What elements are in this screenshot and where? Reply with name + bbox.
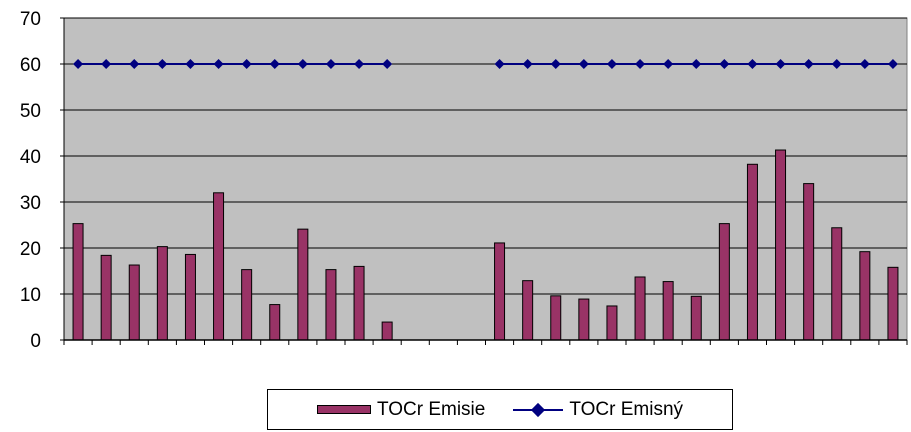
line-marker [213,59,224,69]
y-tick-labels: 0 10 20 30 40 50 60 70 [20,9,64,352]
line-marker [73,59,84,69]
y-tick-label: 30 [20,193,41,214]
line-series [73,59,898,69]
bar [297,228,309,341]
bar [606,305,618,341]
bar [662,281,674,341]
line-marker [691,59,702,69]
line-marker [719,59,730,69]
bar [381,321,393,341]
line-marker [831,59,842,69]
line-marker [101,59,112,69]
bar [325,269,337,341]
legend-item-bars: TOCr Emisie [316,398,486,421]
line-marker [550,59,561,69]
line-marker [859,59,870,69]
bar [522,280,534,341]
y-tick-label: 70 [20,9,41,30]
bar [859,251,871,341]
bar [578,298,590,341]
line-marker [325,59,336,69]
bar [746,163,758,341]
plot-area [63,17,908,341]
bar [72,223,84,341]
line-marker [606,59,617,69]
y-tick-label: 20 [20,239,41,260]
line-marker [354,59,365,69]
line-marker [185,59,196,69]
legend: TOCr Emisie TOCr Emisný [267,389,733,430]
bar [156,246,168,341]
legend-label-line: TOCr Emisný [569,398,684,420]
bar [634,276,646,341]
chart: 0 10 20 30 40 50 60 70 [20,9,908,352]
line-marker [747,59,758,69]
line-marker [382,59,393,69]
y-tick-label: 10 [20,285,41,306]
bar [184,253,196,341]
bar [100,254,112,341]
line-marker [522,59,533,69]
bar [213,192,225,341]
bar [831,227,843,341]
y-tick-label: 60 [20,55,41,76]
line-marker [578,59,589,69]
line-marker [297,59,308,69]
axes [63,18,908,345]
legend-line-swatch [513,403,564,417]
y-tick-label: 50 [20,101,41,122]
bar [353,265,365,341]
line-marker [129,59,140,69]
bar [241,269,253,341]
bar [887,266,899,341]
legend-item-line: TOCr Emisný [513,399,683,421]
bar [775,149,787,341]
bar [128,264,140,341]
bar [269,304,281,341]
y-tick-label: 0 [30,331,41,352]
line-marker [887,59,898,69]
line-marker [803,59,814,69]
line-marker [494,59,505,69]
bar [690,295,702,341]
legend-bar-swatch [316,405,371,414]
bar [803,183,815,341]
line-marker [269,59,280,69]
line-marker [157,59,168,69]
bar [550,295,562,341]
line-marker [663,59,674,69]
line-marker [241,59,252,69]
bar [494,242,506,341]
legend-label-bars: TOCr Emisie [376,398,486,420]
bar [718,223,730,341]
line-marker [775,59,786,69]
line-marker [635,59,646,69]
y-tick-label: 40 [20,147,41,168]
